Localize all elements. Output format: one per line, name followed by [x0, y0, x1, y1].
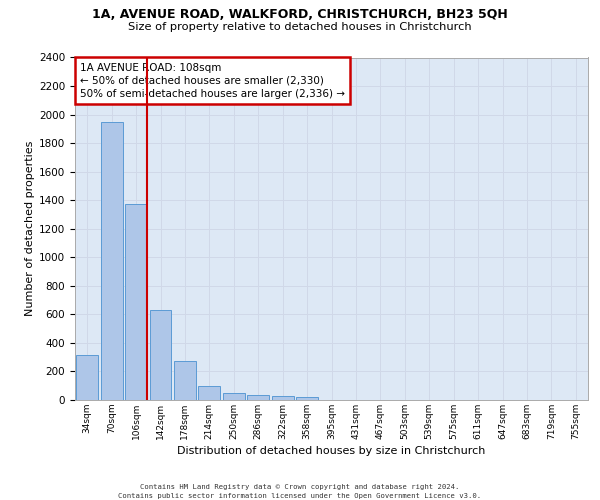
Bar [101, 122, 122, 400]
Bar [125, 204, 147, 400]
Bar [199, 386, 220, 400]
Y-axis label: Number of detached properties: Number of detached properties [25, 141, 35, 316]
Bar [223, 393, 245, 400]
Text: 1A, AVENUE ROAD, WALKFORD, CHRISTCHURCH, BH23 5QH: 1A, AVENUE ROAD, WALKFORD, CHRISTCHURCH,… [92, 8, 508, 20]
Text: Contains HM Land Registry data © Crown copyright and database right 2024.
Contai: Contains HM Land Registry data © Crown c… [118, 484, 482, 499]
Text: Size of property relative to detached houses in Christchurch: Size of property relative to detached ho… [128, 22, 472, 32]
Bar [149, 310, 172, 400]
Bar [296, 397, 318, 400]
Bar [272, 396, 293, 400]
Bar [247, 396, 269, 400]
Text: 1A AVENUE ROAD: 108sqm
← 50% of detached houses are smaller (2,330)
50% of semi-: 1A AVENUE ROAD: 108sqm ← 50% of detached… [80, 62, 345, 99]
X-axis label: Distribution of detached houses by size in Christchurch: Distribution of detached houses by size … [178, 446, 485, 456]
Bar [174, 362, 196, 400]
Bar [76, 355, 98, 400]
